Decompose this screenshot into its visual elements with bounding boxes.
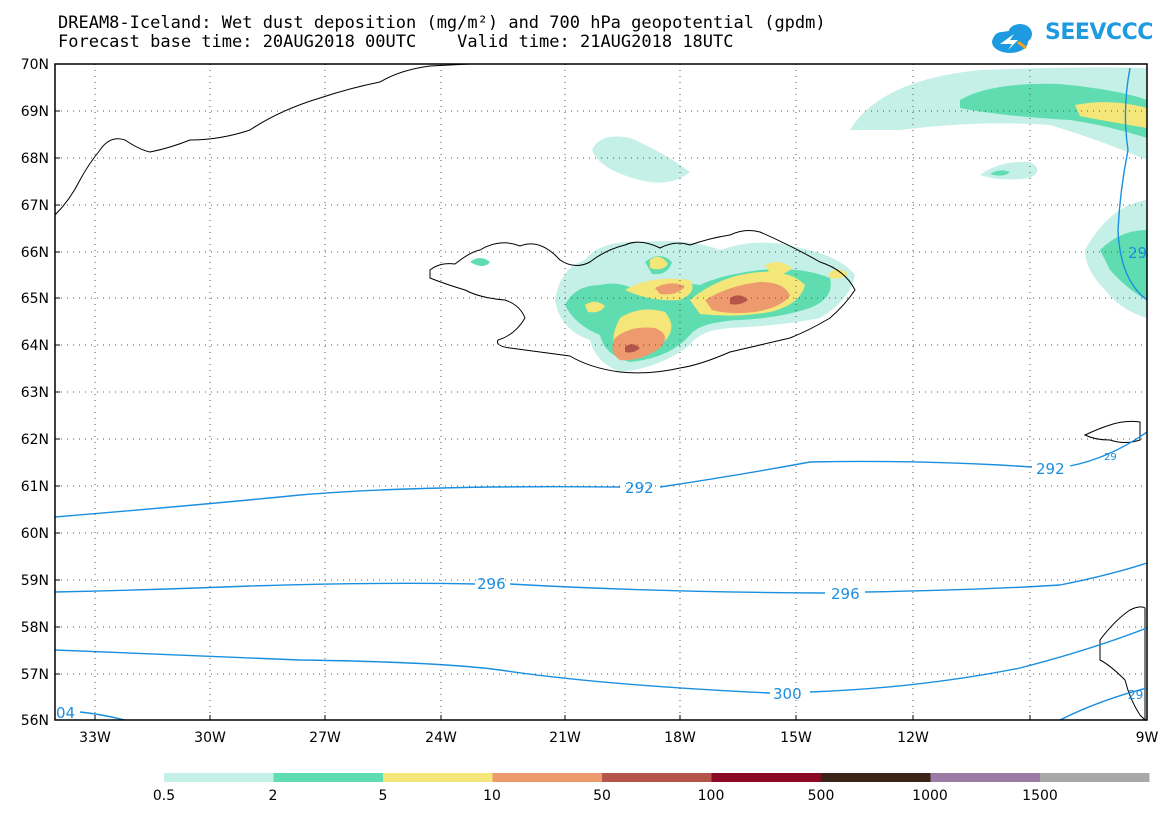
contour-label: 29 [1128,688,1143,702]
lon-label: 21W [549,730,581,746]
contour-label: 29 [1128,244,1147,262]
contour-label: 292 [625,479,654,497]
lat-label: 60N [21,526,49,542]
lat-labels: 70N 69N 68N 67N 66N 65N 64N 63N 62N 61N … [21,57,49,729]
map-title: DREAM8-Iceland: Wet dust deposition (mg/… [58,13,826,33]
contour-label: 29 [1104,452,1117,463]
lat-label: 65N [21,291,49,307]
lon-label: 33W [79,730,111,746]
lon-label: 24W [425,730,457,746]
lat-label: 59N [21,573,49,589]
lat-label: 70N [21,57,49,73]
legend-colorbar [164,773,1150,782]
lat-label: 62N [21,432,49,448]
lon-label: 12W [897,730,929,746]
dust-fields [470,67,1147,372]
lat-label: 63N [21,385,49,401]
map-subtitle: Forecast base time: 20AUG2018 00UTC Vali… [58,32,734,52]
legend-label: 1000 [912,788,948,804]
lat-label: 58N [21,620,49,636]
legend-swatch [273,773,383,782]
legend-swatch [602,773,712,782]
legend-label: 1500 [1022,788,1058,804]
lat-label: 61N [21,479,49,495]
legend-label: 100 [698,788,725,804]
lon-label: 30W [194,730,226,746]
legend-label: 0.5 [153,788,175,804]
lon-labels: 33W 30W 27W 24W 21W 18W 15W 12W 9W [79,730,1158,746]
legend-swatch [492,773,602,782]
coastlines [54,63,1146,722]
grid [55,64,1147,720]
legend-swatch [383,773,493,782]
geopotential-contours [54,67,1148,721]
legend-swatch [711,773,821,782]
lat-label: 56N [21,713,49,729]
lon-label: 15W [780,730,812,746]
lat-label: 57N [21,667,49,683]
legend-label: 50 [593,788,611,804]
contour-label: 04 [56,704,75,722]
contour-label: 296 [831,585,860,603]
lon-label: 9W [1136,730,1159,746]
legend-swatch [821,773,931,782]
lat-label: 64N [21,338,49,354]
legend-label: 2 [269,788,278,804]
lat-label: 68N [21,151,49,167]
lon-label: 27W [309,730,341,746]
legend-swatch [930,773,1040,782]
legend-label: 10 [483,788,501,804]
legend-swatch [164,773,274,782]
contour-labels: 292 292 296 296 300 04 29 29 29 [56,244,1147,722]
cloud-icon [992,24,1032,53]
legend-swatch [1040,773,1150,782]
lat-label: 66N [21,245,49,261]
legend-label: 5 [379,788,388,804]
lon-label: 18W [664,730,696,746]
lat-label: 69N [21,104,49,120]
contour-label: 296 [477,575,506,593]
lat-label: 67N [21,198,49,214]
legend-label: 500 [808,788,835,804]
contour-label: 300 [773,685,802,703]
logo-text: SEEVCCC [1045,20,1153,45]
contour-label: 292 [1036,460,1065,478]
legend-labels: 0.5 2 5 10 50 100 500 1000 1500 [153,788,1058,804]
seevccc-logo [992,24,1032,53]
